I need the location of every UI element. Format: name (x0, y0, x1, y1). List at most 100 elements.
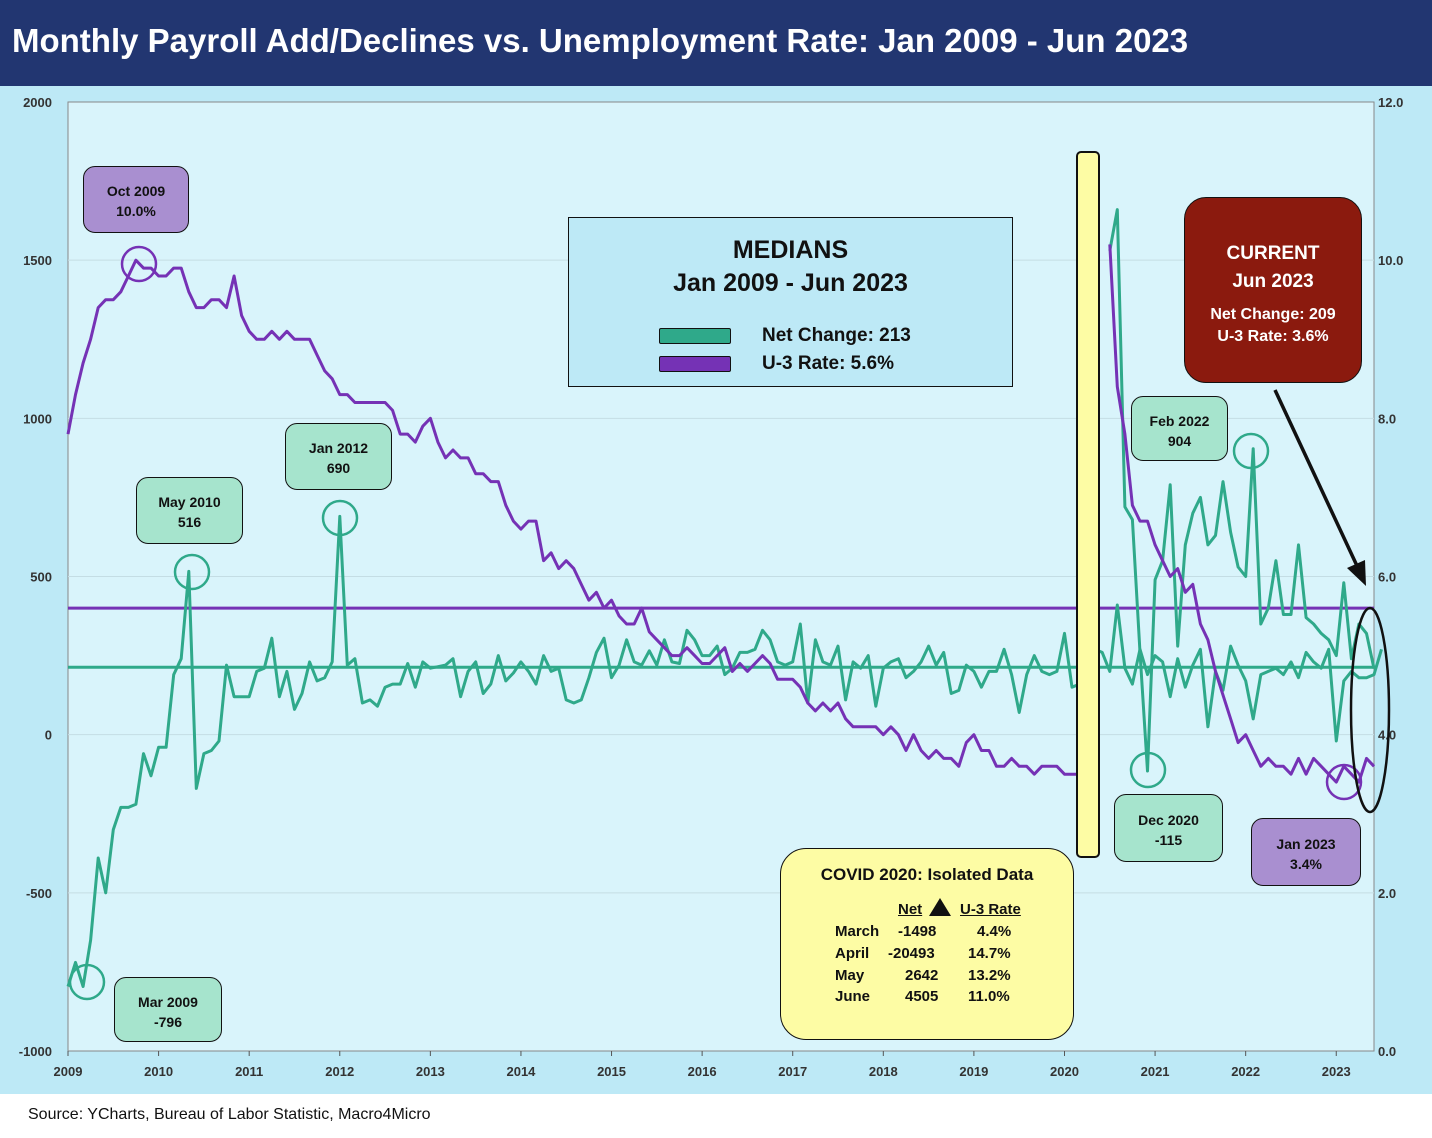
marker-feb2022 (1232, 432, 1270, 470)
y-right-tick-label: 12.0 (1378, 95, 1403, 110)
x-tick-label: 2019 (959, 1064, 988, 1079)
medians-net-row: Net Change: 213 (659, 325, 911, 347)
x-tick-label: 2011 (235, 1064, 263, 1079)
y-left-tick-label: 1000 (23, 411, 52, 426)
callout-jan2023-line2: 3.4% (1290, 856, 1322, 872)
covid-band (1076, 151, 1100, 858)
marker-jan2012 (321, 499, 359, 537)
x-tick-label: 2016 (688, 1064, 717, 1079)
covid-row-net: -1498 (898, 923, 937, 940)
covid-row-net: 2642 (905, 967, 939, 984)
net-change-line-1 (66, 514, 1383, 988)
medians-box: MEDIANS Jan 2009 - Jun 2023 Net Change: … (568, 217, 1013, 387)
x-tick-label: 2014 (506, 1064, 536, 1079)
callout-dec2020-line2: -115 (1154, 832, 1183, 848)
marker-dec2020 (1129, 751, 1167, 789)
x-tick-label: 2013 (416, 1064, 445, 1079)
y-left-tick-label: -500 (26, 886, 52, 901)
medians-net-label: Net Change: 213 (762, 325, 911, 346)
covid-row-month: May (835, 967, 865, 984)
covid-box: COVID 2020: Isolated Data Net U-3 Rate M… (780, 848, 1074, 1040)
u3-rate-swatch (659, 356, 731, 372)
medians-title-line2: Jan 2009 - Jun 2023 (673, 269, 908, 297)
y-right-tick-label: 10.0 (1378, 253, 1403, 268)
y-left-tick-label: -1000 (19, 1044, 52, 1059)
u3-rate-line-1 (66, 258, 1080, 776)
y-left-tick-label: 1500 (23, 253, 52, 268)
median-lines (68, 606, 1374, 669)
marker-jan2023 (1325, 763, 1363, 801)
x-tick-label: 2023 (1322, 1064, 1351, 1079)
covid-row-net: -20493 (888, 945, 935, 962)
x-tick-label: 2018 (869, 1064, 898, 1079)
y-right-tick-label: 6.0 (1378, 570, 1396, 585)
current-box: CURRENT Jun 2023 Net Change: 209 U-3 Rat… (1184, 197, 1362, 383)
callout-oct2009-line1: Oct 2009 (106, 183, 166, 199)
covid-title: COVID 2020: Isolated Data (820, 865, 1034, 884)
covid-row-month: June (835, 988, 871, 1005)
x-tick-label: 2015 (597, 1064, 626, 1079)
callout-jan2012: Jan 2012 690 (285, 423, 392, 490)
current-net: Net Change: 209 (1210, 306, 1336, 323)
marker-may2010 (173, 553, 211, 591)
covid-row-u3: 4.4% (977, 923, 1012, 940)
callout-may2010-line2: 516 (177, 514, 202, 530)
x-tick-label: 2009 (54, 1064, 83, 1079)
x-tick-label: 2017 (778, 1064, 807, 1079)
covid-row-u3: 14.7% (968, 945, 1011, 962)
chart-title: Monthly Payroll Add/Declines vs. Unemplo… (12, 22, 1189, 59)
title-bar: Monthly Payroll Add/Declines vs. Unemplo… (0, 0, 1432, 86)
callout-may2010: May 2010 516 (136, 477, 243, 544)
x-tick-label: 2022 (1231, 1064, 1260, 1079)
medians-title: MEDIANS Jan 2009 - Jun 2023 (569, 234, 1012, 300)
x-tick-label: 2010 (144, 1064, 173, 1079)
u3-rate-line-2 (1108, 244, 1376, 784)
covid-row-month: March (835, 923, 880, 940)
series-layer (66, 208, 1383, 988)
medians-title-line1: MEDIANS (732, 236, 849, 264)
callout-feb2022: Feb 2022 904 (1131, 396, 1228, 461)
y-left-tick-label: 0 (45, 728, 52, 743)
y-right-tick-label: 8.0 (1378, 411, 1396, 426)
markers (68, 151, 1391, 1001)
net-change-swatch (659, 328, 731, 344)
y-left-tick-label: 2000 (23, 95, 52, 110)
marker-mar2009 (68, 963, 106, 1001)
covid-row-u3: 13.2% (968, 967, 1011, 984)
callout-mar2009: Mar 2009 -796 (114, 977, 222, 1042)
y-right-tick-label: 4.0 (1378, 728, 1396, 743)
callout-mar2009-line1: Mar 2009 (138, 994, 198, 1010)
covid-row-net: 4505 (905, 988, 939, 1005)
covid-row-u3: 11.0% (968, 988, 1010, 1005)
callout-may2010-line1: May 2010 (158, 494, 221, 510)
callout-mar2009-line2: -796 (153, 1014, 183, 1030)
callout-jan2012-line2: 690 (326, 460, 351, 476)
callout-oct2009-line2: 10.0% (116, 203, 156, 219)
up-triangle-icon (929, 898, 951, 916)
callout-jan2023: Jan 2023 3.4% (1251, 818, 1361, 886)
x-tick-label: 2012 (325, 1064, 354, 1079)
medians-u3-label: U-3 Rate: 5.6% (762, 353, 894, 374)
medians-u3-row: U-3 Rate: 5.6% (659, 353, 894, 375)
current-title1: CURRENT (1226, 243, 1320, 264)
covid-col-u3: U-3 Rate (960, 901, 1021, 918)
x-tick-label: 2020 (1050, 1064, 1079, 1079)
covid-row-month: April (835, 945, 870, 962)
current-title2: Jun 2023 (1232, 271, 1314, 292)
callout-feb2022-line1: Feb 2022 (1149, 413, 1210, 429)
callout-oct2009: Oct 2009 10.0% (83, 166, 189, 233)
current-u3: U-3 Rate: 3.6% (1217, 328, 1329, 345)
callout-jan2023-line1: Jan 2023 (1276, 836, 1336, 852)
marker-oct2009 (120, 245, 158, 283)
x-tick-label: 2021 (1141, 1064, 1170, 1079)
source-note: Source: YCharts, Bureau of Labor Statist… (28, 1106, 431, 1123)
callout-dec2020-line1: Dec 2020 (1138, 812, 1199, 828)
current-arrow-head (1347, 560, 1366, 586)
y-right-tick-label: 2.0 (1378, 886, 1396, 901)
callout-feb2022-line2: 904 (1167, 433, 1192, 449)
callout-dec2020: Dec 2020 -115 (1114, 794, 1223, 862)
current-arrow-line (1273, 389, 1360, 569)
y-right-tick-label: 0.0 (1378, 1044, 1396, 1059)
covid-col-net: Net (898, 901, 923, 918)
callout-jan2012-line1: Jan 2012 (308, 440, 369, 456)
